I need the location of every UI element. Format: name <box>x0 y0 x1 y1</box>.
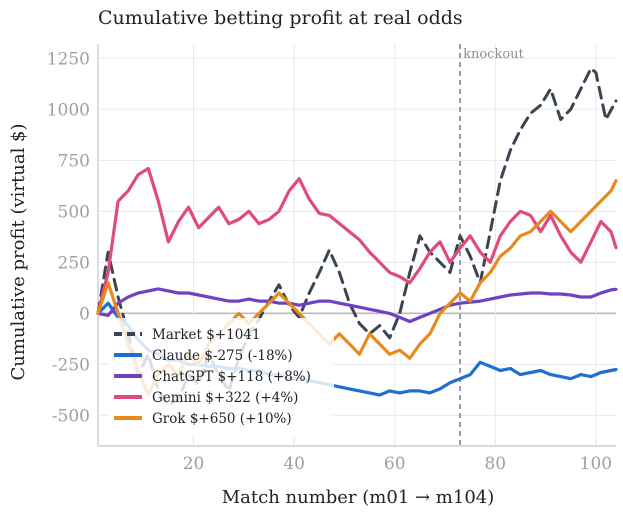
x-tick-label: 60 <box>384 454 406 474</box>
x-tick-label: 40 <box>283 454 305 474</box>
y-tick-label: -500 <box>52 406 90 426</box>
chart-title: Cumulative betting profit at real odds <box>98 7 463 29</box>
x-tick-label: 100 <box>580 454 612 474</box>
legend-label-chatgpt: ChatGPT $+118 (+8%) <box>152 369 311 385</box>
y-tick-label: 750 <box>58 151 90 171</box>
series-line-chatgpt <box>96 287 618 324</box>
x-tick-labels: 20 40 60 80 100 <box>183 454 612 474</box>
legend-box <box>108 318 334 436</box>
y-tick-label: -250 <box>52 355 90 375</box>
x-axis-label: Match number (m01 → m104) <box>222 487 495 508</box>
x-tick-label: 20 <box>183 454 205 474</box>
y-tick-label: 250 <box>58 253 90 273</box>
series-line-gemini <box>96 166 618 315</box>
y-tick-labels: -500 -250 0 250 500 750 1000 1250 <box>47 49 90 426</box>
y-tick-label: 1000 <box>47 100 90 120</box>
legend-label-claude: Claude $-275 (-18%) <box>152 348 293 364</box>
knockout-annotation: knockout <box>463 47 524 62</box>
x-tick-label: 80 <box>484 454 506 474</box>
y-tick-label: 1250 <box>47 49 90 69</box>
legend: Market $+1041 Claude $-275 (-18%) ChatGPT … <box>108 318 334 436</box>
legend-label-gemini: Gemini $+322 (+4%) <box>152 390 298 406</box>
axes <box>97 44 616 447</box>
y-tick-label: 500 <box>58 202 90 222</box>
y-tick-label: 0 <box>79 304 90 324</box>
legend-label-grok: Grok $+650 (+10%) <box>152 411 292 427</box>
legend-label-market: Market $+1041 <box>152 327 260 343</box>
y-axis-label: Cumulative profit (virtual $) <box>8 123 29 380</box>
